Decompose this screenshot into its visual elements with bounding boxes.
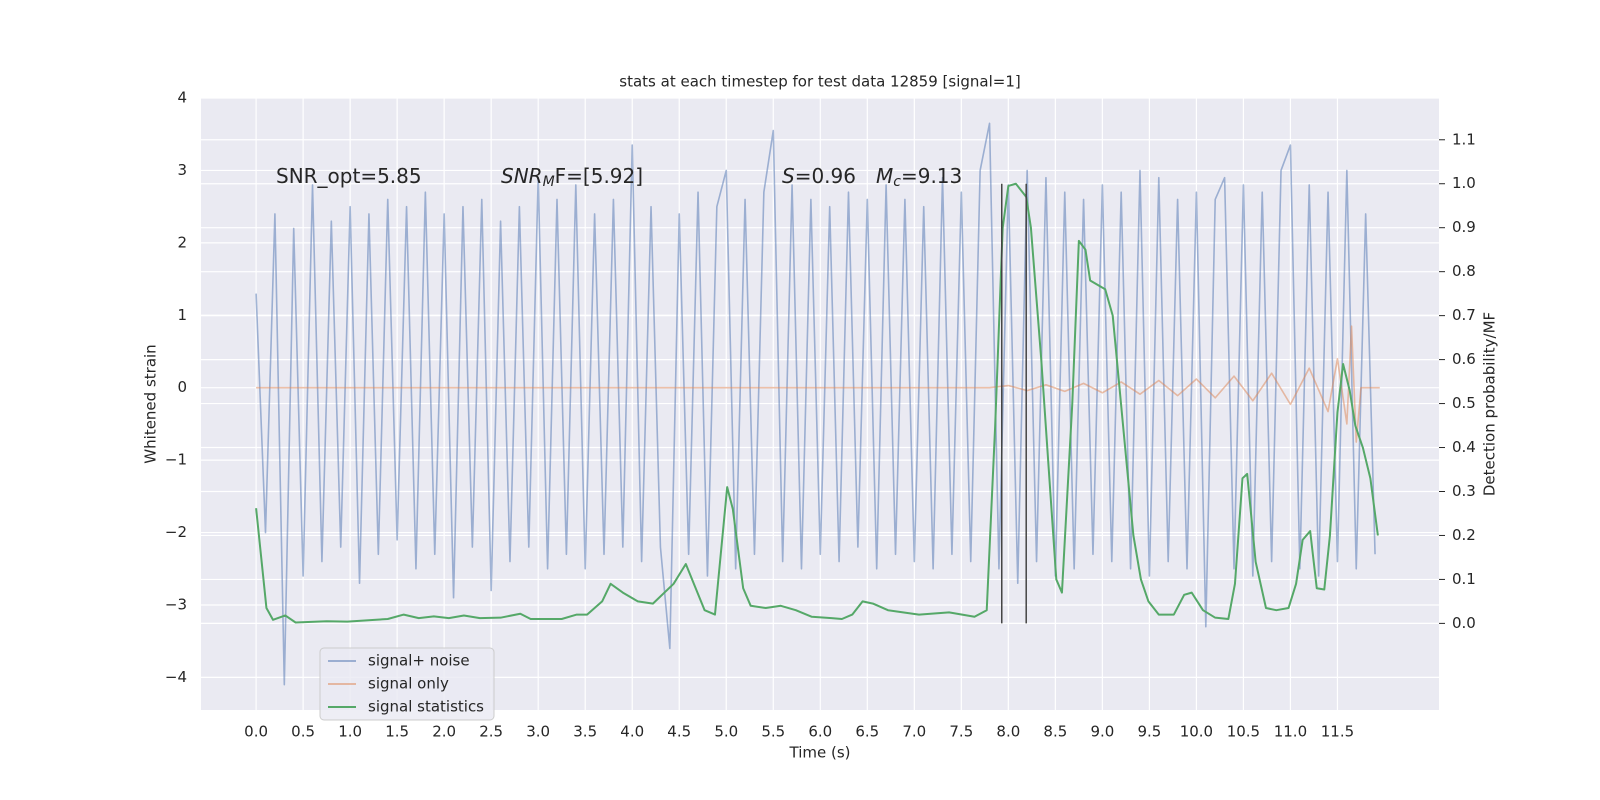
annotation-text: F=[5.92] [555,164,643,188]
x-tick-label: 1.0 [338,723,362,741]
annotation-text: =0.96 [795,164,856,188]
chart-title: stats at each timestep for test data 128… [619,73,1020,91]
x-tick-label: 0.5 [291,723,315,741]
x-tick-label: 8.5 [1043,723,1067,741]
annotation: SNR_opt=5.85 [276,164,422,188]
annotation-italic: M [876,164,893,188]
y-tick-label: −1 [165,451,187,469]
x-tick-label: 10.0 [1180,723,1213,741]
x-tick-label: 9.0 [1090,723,1114,741]
y2-tick-label: 0.4 [1452,438,1476,456]
series-line [255,182,1379,624]
annotation-text: SNR_opt=5.85 [276,164,422,188]
x-tick-label: 2.0 [432,723,456,741]
x-tick-label: 7.5 [949,723,973,741]
x-tick-label: 6.0 [808,723,832,741]
x-tick-label: 5.5 [761,723,785,741]
y2-axis-label: Detection probability/MF [1481,312,1499,496]
x-tick-label: 4.5 [667,723,691,741]
y-tick-label: 4 [177,89,187,107]
y-tick-label: −3 [165,595,187,613]
y2-tick-label: 1.0 [1452,174,1476,192]
annotation-subscript: c [893,174,901,190]
y2-tick-label: 1.1 [1452,130,1476,148]
y-tick-label: 0 [177,378,187,396]
x-tick-label: 0.0 [244,723,268,741]
x-tick-label: 10.5 [1227,723,1260,741]
y-tick-label: −2 [165,523,187,541]
annotation: Mc=9.13 [876,164,962,191]
legend-box [319,647,495,721]
y2-tick-label: 0.5 [1452,394,1476,412]
y2-tick-label: 0.1 [1452,570,1476,588]
y-tick-label: −4 [165,668,187,686]
x-tick-label: 11.0 [1274,723,1307,741]
x-tick-label: 6.5 [855,723,879,741]
legend-label: signal statistics [368,698,484,716]
series-line [256,325,1380,443]
series-line [255,122,1376,686]
annotation-subscript: M [543,174,555,190]
annotation-italic: SNR [501,164,543,188]
x-tick-label: 9.5 [1137,723,1161,741]
x-tick-label: 2.5 [479,723,503,741]
annotation-italic: S [782,164,795,188]
y-axis-label: Whitened strain [142,344,160,463]
y-tick-label: 3 [177,161,187,179]
x-tick-label: 7.0 [902,723,926,741]
y2-tick-label: 0.0 [1452,614,1476,632]
x-tick-label: 8.0 [996,723,1020,741]
y2-tick-label: 0.8 [1452,262,1476,280]
y-tick-label: 1 [177,306,187,324]
x-tick-label: 11.5 [1321,723,1354,741]
annotation: SNRMF=[5.92] [501,164,643,191]
x-tick-label: 3.5 [573,723,597,741]
legend-label: signal+ noise [368,652,470,670]
annotation-text: =9.13 [901,164,962,188]
y-tick-label: 2 [177,233,187,251]
x-axis-label: Time (s) [789,744,851,762]
annotation: S=0.96 [782,164,856,188]
y2-tick-label: 0.3 [1452,482,1476,500]
x-tick-label: 5.0 [714,723,738,741]
x-tick-label: 3.0 [526,723,550,741]
legend-label: signal only [368,675,449,693]
y2-tick-label: 0.6 [1452,350,1476,368]
y2-tick-label: 0.7 [1452,306,1476,324]
y2-tick-label: 0.9 [1452,218,1476,236]
y2-tick-label: 0.2 [1452,526,1476,544]
x-tick-label: 4.0 [620,723,644,741]
x-tick-label: 1.5 [385,723,409,741]
